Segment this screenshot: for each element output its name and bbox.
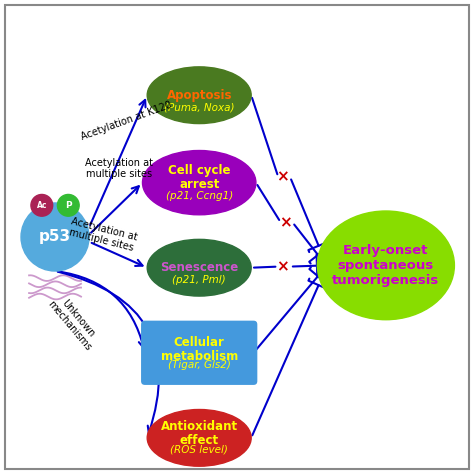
Text: Senescence: Senescence	[160, 261, 238, 274]
Text: Cellular
metabolism: Cellular metabolism	[161, 336, 238, 363]
Text: p53: p53	[39, 229, 71, 245]
Text: P: P	[65, 201, 72, 210]
Text: Apoptosis: Apoptosis	[166, 89, 232, 102]
Ellipse shape	[147, 67, 251, 124]
Text: ×: ×	[279, 215, 292, 230]
FancyBboxPatch shape	[141, 320, 257, 385]
Text: Acetylation at K120: Acetylation at K120	[79, 100, 173, 142]
Ellipse shape	[318, 211, 455, 319]
Circle shape	[31, 194, 53, 216]
Text: Unknown
mechanisms: Unknown mechanisms	[46, 292, 102, 353]
Text: Acetylation at
multiple sites: Acetylation at multiple sites	[67, 216, 138, 253]
Text: ×: ×	[276, 169, 289, 184]
Text: ×: ×	[276, 259, 289, 274]
Ellipse shape	[143, 151, 256, 215]
Text: (ROS level): (ROS level)	[170, 445, 228, 455]
Circle shape	[57, 194, 79, 216]
Text: Acetylation at
multiple sites: Acetylation at multiple sites	[85, 158, 153, 179]
Ellipse shape	[147, 239, 251, 296]
Text: Antioxidant
effect: Antioxidant effect	[161, 420, 238, 447]
Text: (p21, Ccng1): (p21, Ccng1)	[165, 191, 233, 201]
Text: (p21, Pml): (p21, Pml)	[173, 274, 226, 284]
Ellipse shape	[21, 203, 89, 271]
Text: (Puma, Noxa): (Puma, Noxa)	[164, 102, 235, 112]
Text: Early-onset
spontaneous
tumorigenesis: Early-onset spontaneous tumorigenesis	[332, 244, 439, 287]
Ellipse shape	[147, 410, 251, 466]
Text: Cell cycle
arrest: Cell cycle arrest	[168, 164, 230, 191]
Text: (Tigar, Gls2): (Tigar, Gls2)	[168, 360, 231, 370]
Text: Ac: Ac	[36, 201, 47, 210]
